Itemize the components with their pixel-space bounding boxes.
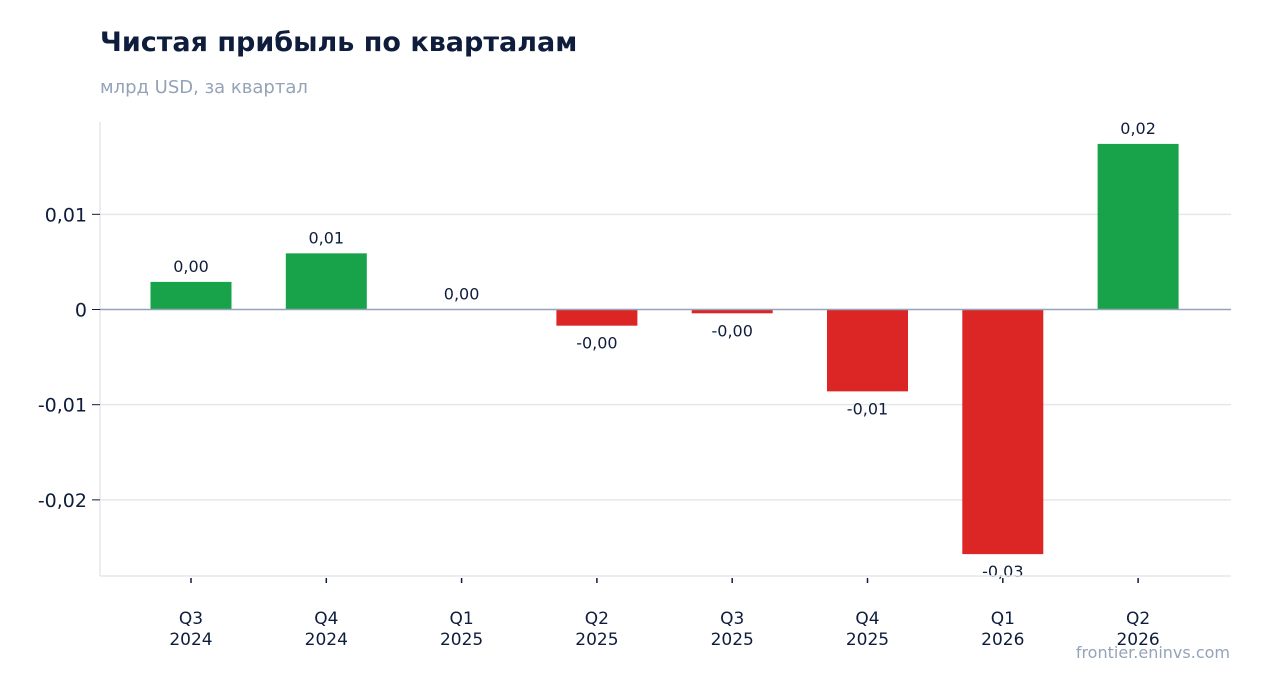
data-label: -0,01 [847,399,888,418]
bar-layer [150,143,1179,555]
x-tick-label: Q1 2026 [981,609,1024,650]
bar [827,309,908,392]
bar [556,309,638,326]
x-tick-label: Q2 2025 [575,609,618,650]
bar [691,309,773,314]
y-tick-label: 0 [75,300,87,322]
chart-subtitle: млрд USD, за квартал [100,77,308,98]
y-tick-label: 0,01 [45,204,87,226]
bar [150,281,232,310]
data-label: 0,02 [1120,119,1156,138]
y-tick-label: -0,02 [38,490,87,512]
chart-title: Чистая прибыль по кварталам [100,27,578,58]
data-label: 0,00 [173,257,209,276]
grid-layer [100,213,1231,501]
axis-layer: 0,01 0 -0,01 -0,02 Q3 2024 Q4 2024 Q1 2025 Q2 2025 Q… [38,122,1231,650]
data-label: -0,00 [711,321,752,340]
x-tick-label: Q4 2024 [305,609,348,650]
bar [285,253,367,310]
x-tick-label: Q1 2025 [440,609,483,650]
data-label: 0,01 [308,228,344,247]
source-credit: frontier.eninvs.com [1075,643,1230,662]
x-tick-label: Q3 2025 [711,609,754,650]
y-tick-label: -0,01 [38,395,87,417]
x-tick-label: Q3 2024 [169,609,212,650]
bar [962,309,1044,555]
data-label: -0,00 [576,334,617,353]
x-tick-label: Q2 2026 [1116,609,1159,650]
x-tick-label: Q4 2025 [846,609,889,650]
label-layer: 0,000,010,00-0,00-0,00-0,01-0,030,02 [173,119,1156,581]
data-label: 0,00 [444,285,480,304]
bar [1097,143,1179,310]
